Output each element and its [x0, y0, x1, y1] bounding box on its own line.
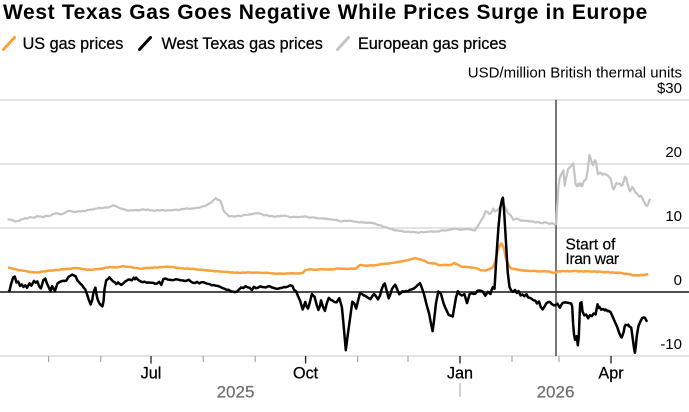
svg-text:20: 20	[665, 144, 682, 161]
svg-text:Jul: Jul	[141, 365, 162, 383]
svg-text:2026: 2026	[537, 383, 575, 402]
svg-text:2025: 2025	[217, 383, 255, 402]
svg-text:West Texas Gas Goes Negative W: West Texas Gas Goes Negative While Price…	[3, 1, 648, 24]
svg-text:Start of: Start of	[566, 237, 617, 254]
svg-text:-10: -10	[660, 336, 682, 353]
svg-text:Iran war: Iran war	[566, 251, 619, 268]
svg-text:USD/million British thermal un: USD/million British thermal units	[468, 65, 682, 82]
svg-text:West Texas gas prices: West Texas gas prices	[162, 35, 323, 53]
svg-text:0: 0	[674, 272, 682, 289]
svg-text:Jan: Jan	[447, 365, 473, 383]
svg-text:European gas prices: European gas prices	[358, 35, 506, 53]
svg-text:US gas prices: US gas prices	[23, 35, 124, 53]
svg-text:Apr: Apr	[598, 365, 624, 383]
svg-text:10: 10	[665, 208, 682, 225]
svg-text:$30: $30	[657, 80, 682, 97]
svg-text:Oct: Oct	[293, 365, 319, 383]
